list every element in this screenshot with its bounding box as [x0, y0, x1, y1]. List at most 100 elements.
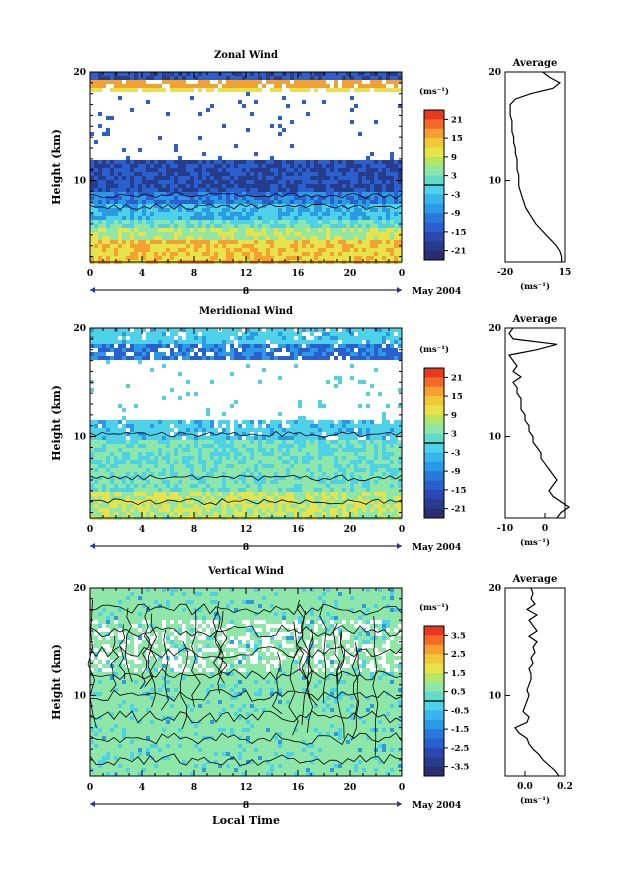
heatmap-cell [310, 240, 314, 244]
heatmap-cell [290, 492, 294, 496]
heatmap-cell [302, 336, 306, 340]
heatmap-cell [362, 468, 366, 472]
heatmap-cell [158, 200, 162, 204]
heatmap-cell [334, 216, 338, 220]
heatmap-cell [238, 356, 242, 360]
heatmap-cell [186, 440, 190, 444]
heatmap-cell [326, 244, 330, 248]
heatmap-cell [134, 336, 138, 340]
heatmap-cell [142, 164, 146, 168]
heatmap-cell [178, 256, 182, 260]
heatmap-cell [290, 244, 294, 248]
heatmap-cell [374, 464, 378, 468]
heatmap-cell [218, 176, 222, 180]
heatmap-cell [338, 448, 342, 452]
heatmap-cell [386, 172, 390, 176]
heatmap-cell [322, 496, 326, 500]
heatmap-cell [310, 188, 314, 192]
heatmap-cell [98, 84, 102, 88]
heatmap-cell [258, 492, 262, 496]
heatmap-cell [290, 420, 294, 424]
heatmap-cell [362, 180, 366, 184]
heatmap-cell [346, 180, 350, 184]
heatmap-cell [102, 508, 106, 512]
heatmap-cell [366, 172, 370, 176]
heatmap-cell [326, 488, 330, 492]
heatmap-cell [110, 216, 114, 220]
heatmap-cell [130, 220, 134, 224]
heatmap-cell [198, 240, 202, 244]
heatmap-cell [154, 336, 158, 340]
heatmap-cell [218, 480, 222, 484]
heatmap-cell [274, 252, 278, 256]
heatmap-cell [266, 244, 270, 248]
heatmap-cell [170, 196, 174, 200]
heatmap-cell [246, 176, 250, 180]
heatmap-cell [198, 172, 202, 176]
heatmap-cell [270, 436, 274, 440]
heatmap-cell [290, 196, 294, 200]
heatmap-cell [146, 176, 150, 180]
heatmap-cell [346, 424, 350, 428]
heatmap-cell [382, 204, 386, 208]
heatmap-cell [338, 244, 342, 248]
heatmap-cell [162, 228, 166, 232]
heatmap-cell [198, 192, 202, 196]
heatmap-cell [202, 512, 206, 516]
heatmap-cell [190, 240, 194, 244]
colorbar-swatch [424, 203, 444, 214]
heatmap-cell [146, 484, 150, 488]
heatmap-cell [90, 440, 94, 444]
heatmap-cell [278, 500, 282, 504]
heatmap-cell [162, 180, 166, 184]
heatmap-cell [390, 80, 394, 84]
heatmap-cell [258, 88, 262, 92]
heatmap-cell [294, 332, 298, 336]
heatmap-cell [354, 164, 358, 168]
heatmap-cell [286, 160, 290, 164]
heatmap-cell [162, 344, 166, 348]
heatmap-cell [234, 480, 238, 484]
heatmap-cell [250, 168, 254, 172]
heatmap-cell [298, 208, 302, 212]
heatmap-cell [294, 420, 298, 424]
heatmap-cell [202, 444, 206, 448]
heatmap-cell [298, 236, 302, 240]
heatmap-cell [286, 488, 290, 492]
heatmap-cell [238, 212, 242, 216]
heatmap-cell [182, 80, 186, 84]
colorbar-swatch [424, 185, 444, 195]
heatmap-cell [198, 336, 202, 340]
heatmap-cell [106, 256, 110, 260]
heatmap-cell [170, 180, 174, 184]
heatmap-cell [342, 508, 346, 512]
heatmap-cell [230, 472, 234, 476]
heatmap-cell [130, 184, 134, 188]
heatmap-cell [326, 352, 330, 356]
heatmap-cell [142, 204, 146, 208]
heatmap-cell [218, 76, 222, 80]
heatmap-cell [354, 460, 358, 464]
heatmap-cell [206, 232, 210, 236]
heatmap-cell [242, 164, 246, 168]
heatmap-cell [134, 464, 138, 468]
heatmap-cell [202, 336, 206, 340]
heatmap-cell [162, 252, 166, 256]
heatmap-cell [306, 340, 310, 344]
heatmap-cell [222, 196, 226, 200]
heatmap-cell [90, 428, 94, 432]
heatmap-cell [302, 460, 306, 464]
heatmap-cell [334, 460, 338, 464]
heatmap-cell [262, 200, 266, 204]
heatmap-cell [106, 236, 110, 240]
heatmap-cell [330, 428, 334, 432]
heatmap-cell [270, 124, 274, 128]
heatmap-cell [146, 164, 150, 168]
heatmap-cell [358, 176, 362, 180]
heatmap-cell [242, 444, 246, 448]
heatmap-cell [394, 432, 398, 436]
heatmap-cell [278, 376, 282, 380]
heatmap-cell [102, 220, 106, 224]
heatmap-cell [238, 176, 242, 180]
heatmap-cell [310, 472, 314, 476]
